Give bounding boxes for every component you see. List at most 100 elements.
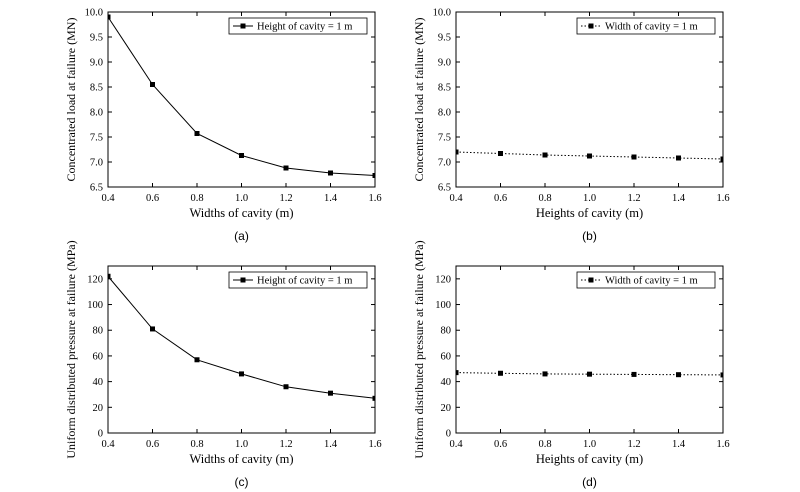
series-line (108, 275, 375, 399)
y-tick-label: 7.0 (90, 158, 103, 169)
data-point-marker (587, 153, 592, 159)
data-point-marker (239, 153, 244, 158)
y-tick-label: 80 (93, 326, 104, 337)
data-point-marker (676, 372, 681, 378)
x-tick-label: 1.4 (324, 439, 338, 450)
legend-marker (588, 277, 594, 283)
legend-box (576, 17, 716, 35)
x-tick-label: 0.6 (146, 439, 159, 450)
x-tick-label: 0.4 (449, 193, 463, 204)
y-tick-label: 9.0 (438, 58, 451, 69)
data-point-marker (328, 170, 333, 176)
x-tick-label: 1.0 (583, 193, 596, 204)
x-tick-label: 1.4 (672, 193, 686, 204)
x-tick-label: 0.8 (538, 193, 551, 204)
legend-marker (240, 23, 246, 29)
data-point-marker (150, 326, 155, 332)
x-tick-label: 1.0 (235, 439, 248, 450)
data-point-marker (498, 151, 503, 156)
series-line (108, 16, 375, 176)
y-tick-label: 40 (441, 377, 452, 388)
data-point-marker (108, 14, 111, 20)
data-point-marker (587, 371, 592, 377)
chart-panel-a: 0.4 0.6 0.8 1.0 1.2 1.4 1.6 6.5 7.0 7.5 8.0 8.5 9.0 9… (64, 8, 382, 244)
y-tick-label: 20 (93, 403, 104, 414)
y-tick-label: 10.0 (85, 8, 103, 19)
plot-frame (455, 265, 724, 434)
x-tick-label: 0.4 (101, 193, 115, 204)
x-tick-label: 0.4 (449, 439, 463, 450)
x-tick-label: 1.0 (583, 439, 596, 450)
data-point-marker (194, 357, 200, 363)
chart-panel-c: 0.4 0.6 0.8 1.0 1.2 1.4 1.6 0 20 40 60 80 100 120 Widt… (64, 240, 382, 489)
panel-label: (a) (234, 229, 249, 243)
data-point-marker (631, 371, 637, 377)
data-point-marker (720, 372, 723, 378)
y-tick-label: 20 (441, 403, 452, 414)
x-tick-label: 1.6 (368, 439, 381, 450)
x-tick-label: 0.6 (146, 193, 159, 204)
data-point-marker (456, 149, 459, 155)
x-tick-label: 1.2 (627, 439, 640, 450)
x-axis-label: Widths of cavity (m) (190, 452, 294, 466)
x-tick-label: 1.4 (672, 439, 686, 450)
y-tick-label: 6.5 (90, 183, 103, 194)
y-tick-label: 120 (435, 274, 451, 285)
chart-panel-b: 0.4 0.6 0.8 1.0 1.2 1.4 1.6 6.5 7.0 7.5 8.0 8.5 9.0 9… (412, 8, 730, 244)
panel-label: (b) (582, 229, 597, 243)
y-tick-label: 120 (87, 274, 103, 285)
x-tick-label: 1.0 (235, 193, 248, 204)
data-point-marker (456, 370, 459, 376)
data-point-marker (283, 384, 289, 390)
y-tick-label: 8.5 (90, 83, 103, 94)
y-tick-label: 7.5 (438, 133, 451, 144)
x-tick-label: 0.4 (101, 439, 115, 450)
panel-label: (c) (235, 475, 249, 489)
panel-label: (d) (582, 475, 597, 489)
y-tick-label: 100 (87, 300, 103, 311)
legend-box (228, 17, 368, 35)
y-tick-label: 40 (93, 377, 104, 388)
x-tick-label: 1.2 (279, 193, 292, 204)
y-tick-label: 8.5 (438, 83, 451, 94)
x-tick-label: 0.6 (494, 439, 507, 450)
legend-marker (588, 23, 594, 29)
x-tick-label: 0.8 (538, 439, 551, 450)
x-tick-label: 0.6 (494, 193, 507, 204)
x-tick-label: 1.6 (716, 439, 729, 450)
legend-entry: Height of cavity = 1 m (257, 276, 352, 287)
y-tick-label: 9.5 (438, 33, 451, 44)
data-point-marker (498, 370, 503, 376)
y-tick-label: 8.0 (90, 108, 103, 119)
data-point-marker (631, 154, 637, 160)
x-tick-label: 1.4 (324, 193, 338, 204)
x-tick-label: 1.6 (716, 193, 729, 204)
x-axis-label: Heights of cavity (m) (536, 206, 643, 220)
x-axis-label: Heights of cavity (m) (536, 452, 643, 466)
y-tick-label: 10.0 (433, 8, 451, 19)
legend-entry: Width of cavity = 1 m (605, 276, 698, 287)
y-tick-label: 60 (93, 351, 104, 362)
y-tick-label: 7.0 (438, 158, 451, 169)
y-tick-label: 9.5 (90, 33, 103, 44)
data-point-marker (372, 173, 375, 178)
data-point-marker (542, 152, 548, 158)
plot-frame (107, 265, 376, 434)
y-tick-label: 0 (446, 429, 451, 440)
y-tick-label: 6.5 (438, 183, 451, 194)
x-axis-label: Widths of cavity (m) (190, 206, 294, 220)
y-tick-label: 80 (441, 326, 452, 337)
x-tick-label: 0.8 (190, 439, 203, 450)
y-axis-label: Uniform distributed pressure at failure … (412, 240, 426, 458)
y-tick-label: 9.0 (90, 58, 103, 69)
y-tick-label: 7.5 (90, 133, 103, 144)
legend-marker (240, 277, 246, 283)
legend-entry: Width of cavity = 1 m (605, 22, 698, 33)
x-tick-label: 1.6 (368, 193, 381, 204)
legend-box (228, 271, 368, 289)
x-tick-label: 1.2 (627, 193, 640, 204)
chart-panel-d: 0.4 0.6 0.8 1.0 1.2 1.4 1.6 0 20 40 60 80 100 120 Heig… (412, 240, 730, 489)
plot-frame (455, 11, 724, 188)
y-tick-label: 8.0 (438, 108, 451, 119)
